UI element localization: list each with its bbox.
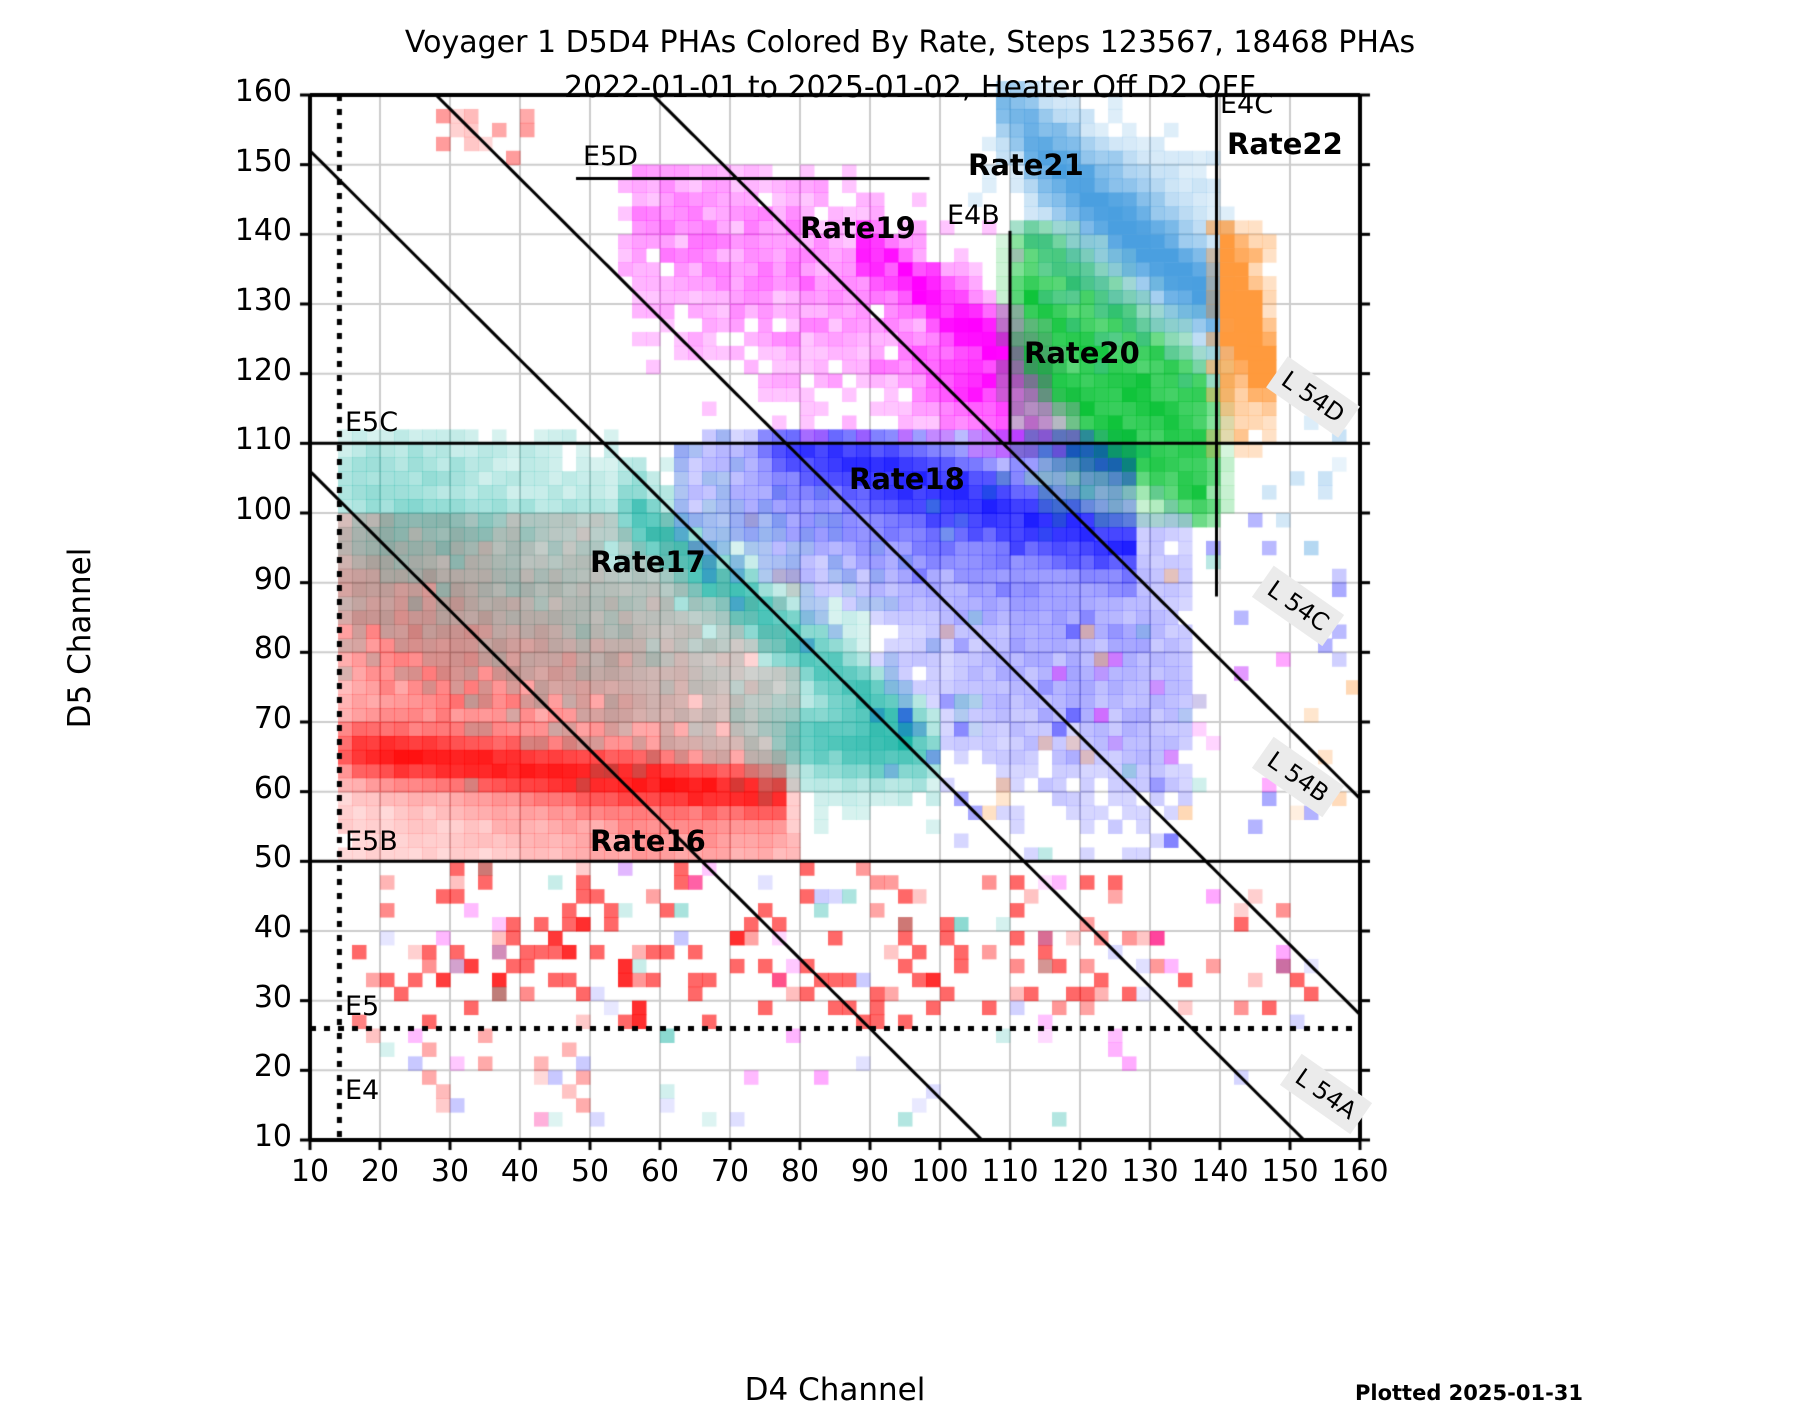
x-tick-label: 40	[500, 1154, 540, 1189]
boundary-label-e5c: E5C	[345, 407, 399, 439]
y-tick-label: 40	[253, 910, 292, 945]
boundary-label-e4b: E4B	[947, 200, 1000, 232]
y-tick-label: 160	[234, 74, 292, 109]
y-tick-label: 110	[234, 422, 292, 458]
x-tick-label: 60	[640, 1154, 680, 1189]
x-tick-label: 110	[981, 1154, 1039, 1189]
x-tick-label: 90	[850, 1154, 890, 1189]
rate-label-rate18: Rate18	[849, 461, 965, 496]
y-tick-label: 10	[253, 1119, 292, 1154]
y-tick-label: 60	[253, 770, 292, 806]
boundary-label-e4: E4	[345, 1074, 380, 1106]
x-tick-label: 20	[360, 1154, 400, 1189]
y-tick-label: 140	[234, 213, 292, 249]
rate-label-rate16: Rate16	[590, 823, 706, 858]
chart-title-line1: Voyager 1 D5D4 PHAs Colored By Rate, Ste…	[404, 25, 1416, 60]
y-tick-label: 90	[253, 561, 292, 597]
chart-title: Voyager 1 D5D4 PHAs Colored By Rate, Ste…	[0, 20, 1820, 110]
x-tick-label: 80	[780, 1154, 820, 1189]
x-tick-label: 50	[570, 1154, 610, 1189]
x-tick-label: 70	[710, 1154, 750, 1189]
rate-label-rate21: Rate21	[968, 148, 1084, 183]
rate-label-rate19: Rate19	[800, 210, 916, 245]
y-tick-label: 80	[253, 631, 292, 667]
rate-label-rate22: Rate22	[1227, 127, 1343, 162]
x-tick-label: 100	[911, 1154, 969, 1189]
y-tick-label: 70	[253, 701, 292, 736]
y-tick-label: 50	[253, 840, 292, 876]
y-axis-label: D5 Channel	[62, 547, 98, 729]
chart-title-line2: 2022-01-01 to 2025-01-02, Heater Off D2 …	[563, 70, 1257, 105]
y-tick-label: 30	[253, 979, 292, 1015]
x-tick-label: 140	[1191, 1154, 1249, 1189]
boundary-label-e5d: E5D	[583, 141, 639, 173]
x-axis-label: D4 Channel	[744, 1372, 926, 1408]
boundary-label-e4c: E4C	[1220, 88, 1274, 120]
y-tick-label: 120	[234, 352, 292, 388]
plotted-date: Plotted 2025-01-31	[1355, 1381, 1584, 1405]
x-tick-label: 30	[430, 1154, 470, 1189]
boundary-label-e5: E5	[345, 991, 380, 1023]
boundary-label-e5b: E5B	[345, 826, 398, 857]
x-tick-label: 150	[1261, 1154, 1319, 1189]
x-tick-label: 160	[1331, 1154, 1389, 1189]
rate-label-rate20: Rate20	[1024, 336, 1140, 371]
y-tick-label: 150	[234, 143, 292, 179]
y-tick-label: 20	[253, 1049, 292, 1085]
y-tick-label: 130	[234, 283, 292, 318]
x-tick-label: 130	[1121, 1154, 1179, 1189]
x-tick-label: 120	[1051, 1154, 1109, 1189]
rate-label-rate17: Rate17	[590, 545, 706, 580]
x-tick-label: 10	[290, 1154, 330, 1189]
y-tick-label: 100	[234, 492, 292, 527]
